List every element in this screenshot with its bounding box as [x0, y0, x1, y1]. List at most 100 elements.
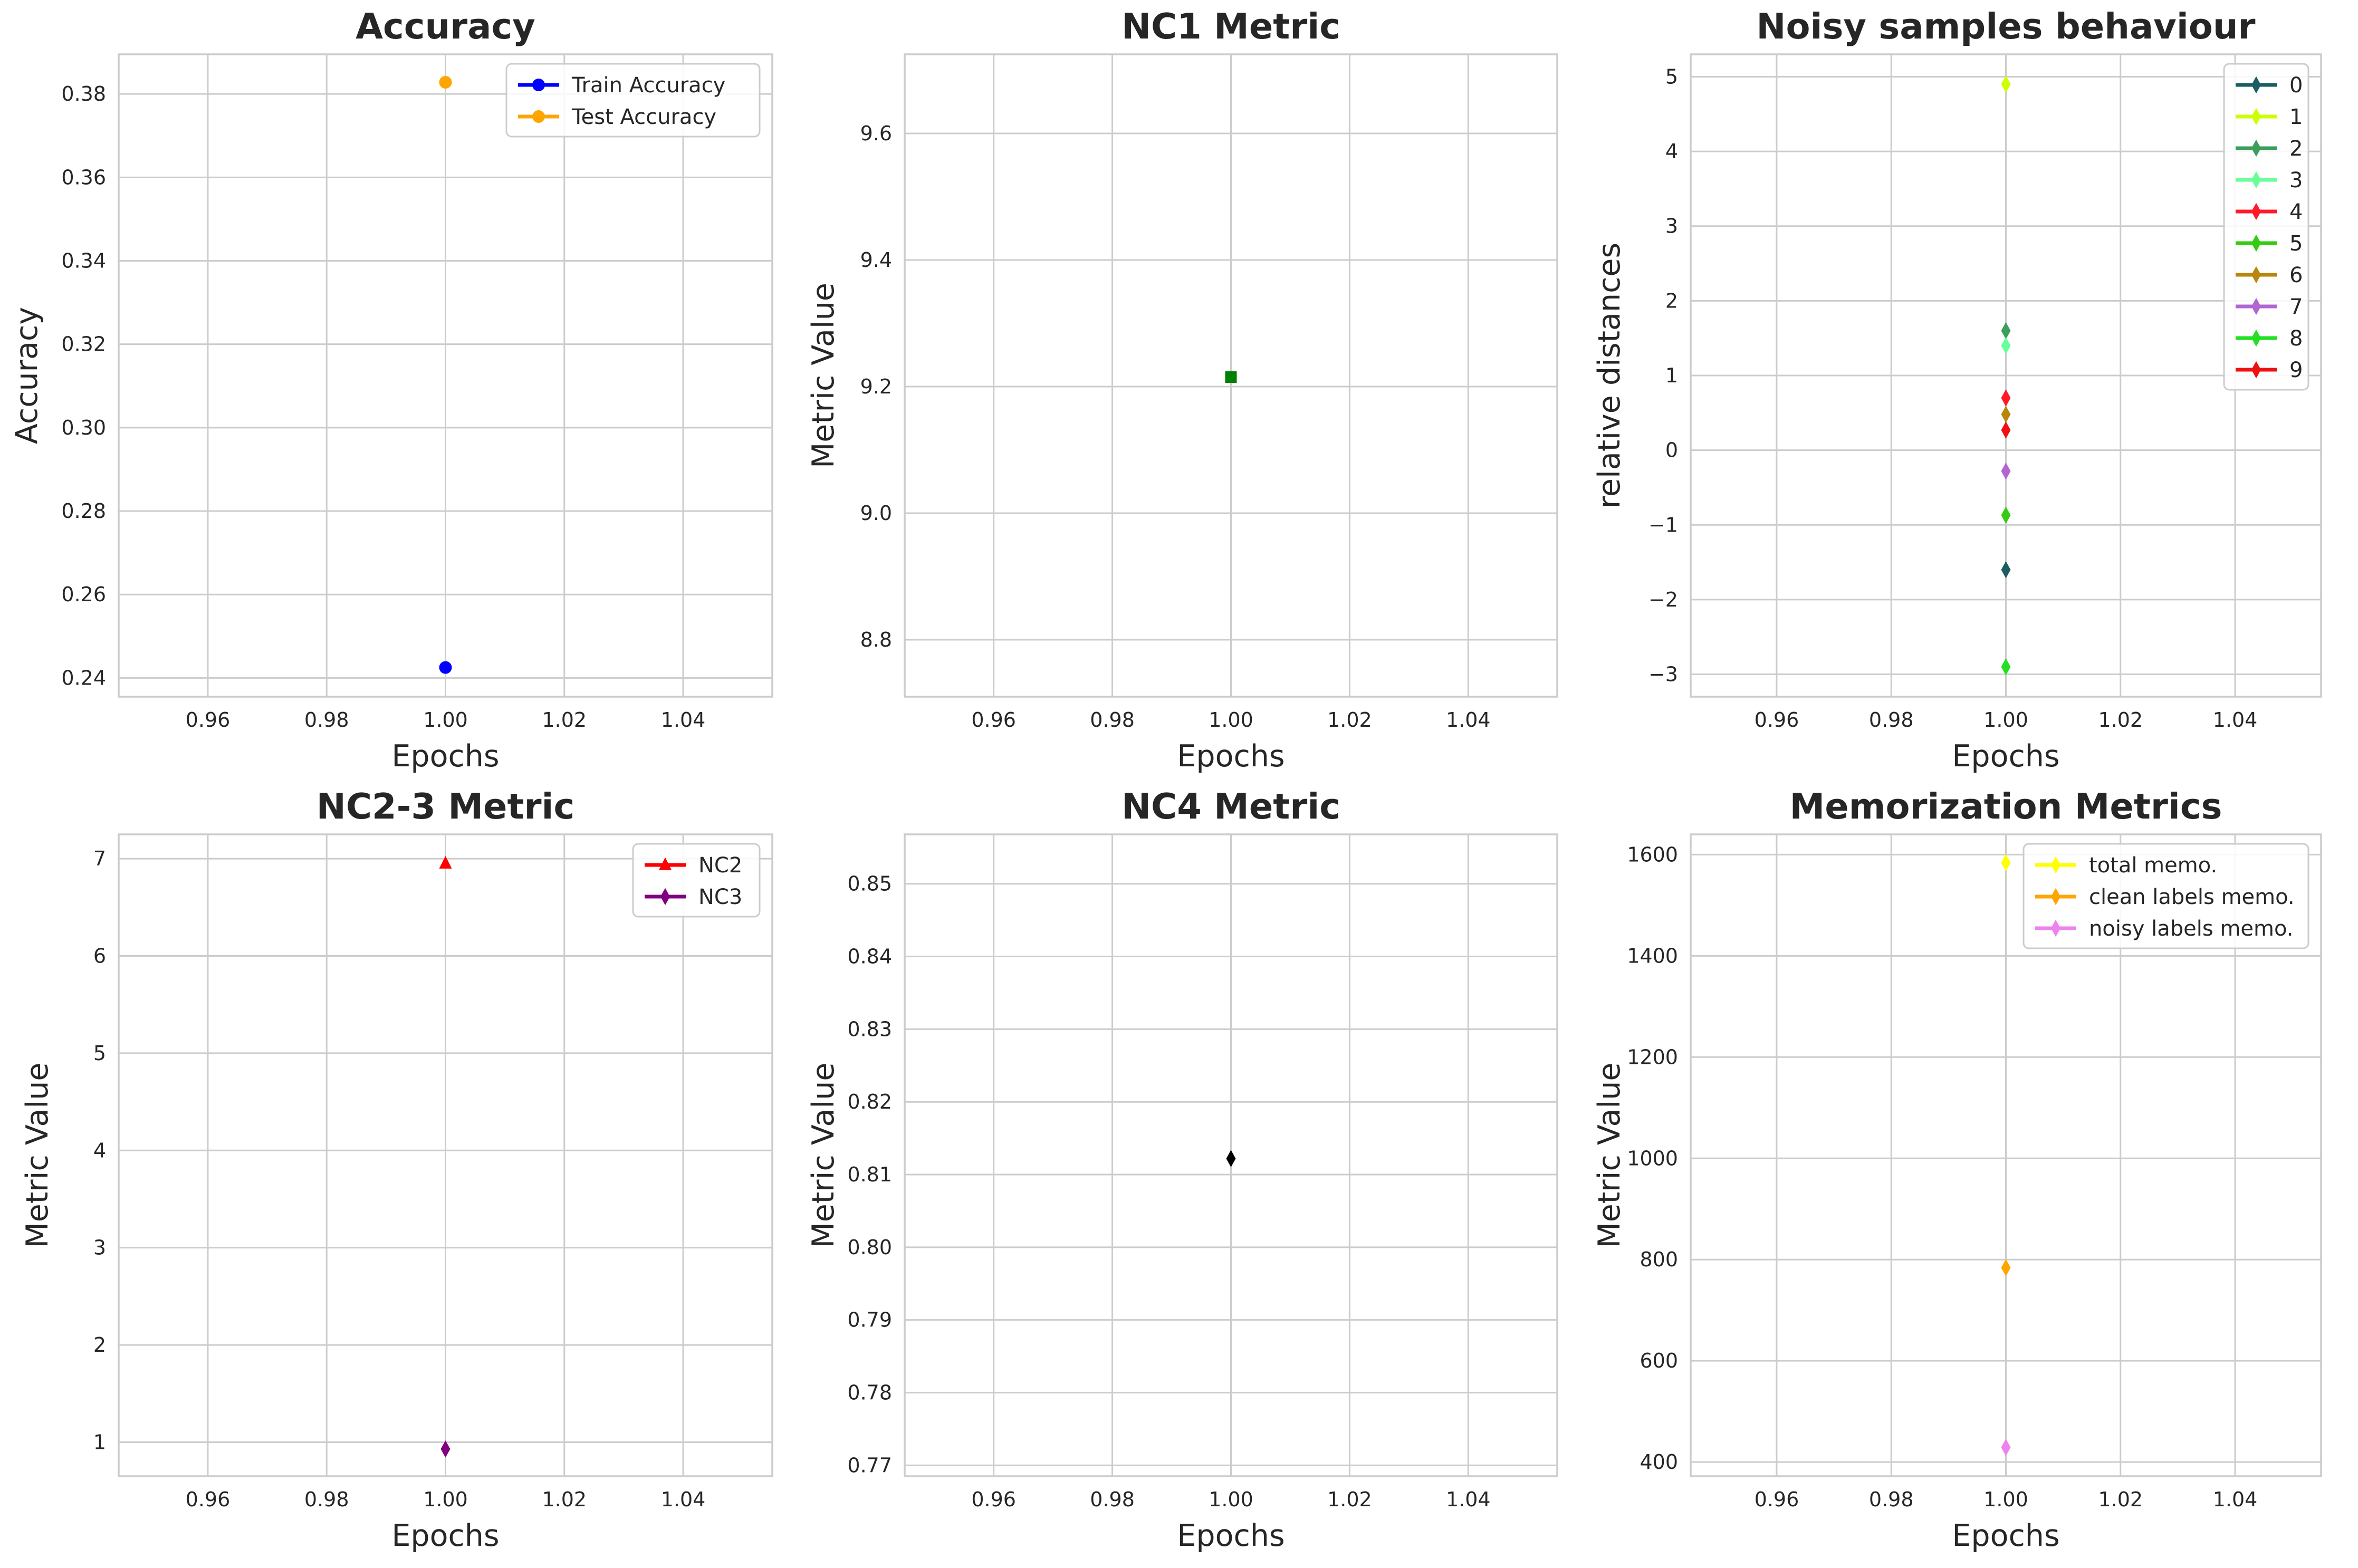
x-tick-label: 1.00: [423, 708, 468, 732]
x-tick-label: 1.00: [1209, 708, 1253, 732]
legend-label: clean labels memo.: [2089, 885, 2295, 909]
data-point: [440, 1440, 450, 1458]
chart-title: Accuracy: [356, 6, 535, 47]
legend-marker: [660, 888, 670, 906]
y-tick-label: 7: [93, 847, 106, 870]
y-tick-label: 3: [93, 1236, 106, 1259]
legend-marker: [2251, 139, 2261, 157]
data-point: [1225, 371, 1237, 383]
data-point: [2001, 389, 2011, 407]
legend-label: 1: [2289, 105, 2303, 129]
legend-label: Test Accuracy: [571, 105, 716, 129]
legend-marker: [2251, 76, 2261, 94]
x-axis-label: Epochs: [1177, 739, 1285, 774]
legend-marker: [532, 110, 545, 123]
legend-label: 6: [2289, 263, 2303, 287]
legend: Train Accuracy Test Accuracy: [505, 63, 761, 138]
legend-marker: [2251, 329, 2261, 347]
y-tick-label: 0.82: [847, 1090, 892, 1113]
x-tick-label: 0.96: [1755, 708, 1799, 732]
data-point: [1226, 1150, 1236, 1167]
y-tick-label: 8.8: [860, 628, 892, 651]
x-tick-label: 0.98: [1090, 708, 1135, 732]
x-tick-label: 1.04: [1446, 708, 1491, 732]
legend-marker: [659, 857, 672, 870]
y-tick-label: 0.85: [847, 872, 892, 896]
x-axis-label: Epochs: [1952, 739, 2059, 774]
legend-marker: [2251, 171, 2261, 189]
data-point: [2001, 854, 2011, 871]
y-tick-label: 2: [93, 1333, 106, 1357]
x-tick-label: 0.96: [971, 708, 1016, 732]
x-tick-label: 1.00: [1983, 1488, 2028, 1511]
y-tick-label: 800: [1640, 1248, 1678, 1271]
legend: total memo. clean labels memo. noisy label…: [2022, 843, 2309, 949]
x-tick-label: 0.98: [304, 708, 349, 732]
data-point: [2001, 561, 2011, 579]
legend-marker: [2251, 297, 2261, 315]
legend-label: NC3: [698, 885, 742, 909]
y-tick-label: 1600: [1627, 843, 1678, 866]
data-point: [2001, 658, 2011, 676]
axes-frame: [1690, 833, 2322, 1477]
y-tick-label: 1400: [1627, 944, 1678, 967]
legend-marker: [2251, 266, 2261, 284]
data-point: [2001, 337, 2011, 354]
legend-label: 3: [2289, 168, 2303, 193]
legend-marker: [532, 79, 545, 91]
legend-label: 2: [2289, 137, 2303, 161]
subplot-3: 0.96 0.98 1.00 1.02 1.04 −3 −2 −1 0 1 2 3 4 5 Noisy sa…: [1592, 6, 2322, 774]
subplot-2: 0.96 0.98 1.00 1.02 1.04 8.8 9.0 9.2 9.4 9.6 NC1 M…: [806, 6, 1558, 774]
x-tick-label: 0.98: [1090, 1488, 1135, 1511]
x-tick-label: 1.00: [1209, 1488, 1253, 1511]
legend-marker: [2251, 361, 2261, 379]
y-tick-label: 0.34: [61, 249, 106, 273]
y-tick-label: 400: [1640, 1450, 1678, 1474]
subplot-4: 0.96 0.98 1.00 1.02 1.04 1 2 3 4 5 6 7 NC2-3 Metric E…: [20, 786, 773, 1553]
data-point: [439, 661, 452, 674]
y-tick-label: 0.81: [847, 1163, 892, 1186]
legend-label: 0: [2289, 73, 2303, 98]
y-tick-label: 5: [93, 1042, 106, 1065]
chart-title: NC1 Metric: [1122, 6, 1340, 47]
x-tick-label: 1.04: [661, 708, 706, 732]
data-point: [2001, 1439, 2011, 1456]
y-tick-label: −2: [1648, 588, 1678, 611]
y-tick-label: 3: [1665, 215, 1678, 238]
x-axis-label: Epochs: [1177, 1518, 1285, 1553]
y-axis-label: Metric Value: [20, 1063, 55, 1248]
data-point: [2001, 322, 2011, 340]
legend-label: 4: [2289, 200, 2303, 224]
data-point: [2001, 506, 2011, 524]
y-tick-label: 6: [93, 944, 106, 967]
x-tick-label: 0.96: [186, 708, 231, 732]
legend-label: total memo.: [2089, 853, 2217, 878]
legend-box: [505, 63, 761, 138]
data-point: [2001, 1259, 2011, 1276]
y-tick-label: 0.38: [61, 82, 106, 105]
y-tick-label: −1: [1648, 513, 1678, 536]
y-tick-label: 0.78: [847, 1381, 892, 1405]
y-tick-label: 5: [1665, 65, 1678, 88]
x-tick-label: 0.96: [971, 1488, 1016, 1511]
y-tick-label: 9.2: [860, 375, 892, 398]
y-axis-label: Metric Value: [806, 1063, 841, 1248]
x-tick-label: 1.04: [2213, 708, 2258, 732]
y-tick-label: 4: [1665, 140, 1678, 163]
x-axis-label: Epochs: [391, 739, 499, 774]
y-tick-label: 0: [1665, 439, 1678, 462]
legend: 0 1 2 3 4 5 6 7 8 9: [2223, 63, 2309, 391]
x-tick-label: 0.98: [1869, 1488, 1914, 1511]
legend-marker: [2251, 203, 2261, 220]
y-tick-label: 0.30: [61, 416, 106, 439]
x-tick-label: 0.98: [304, 1488, 349, 1511]
y-tick-label: 1200: [1627, 1045, 1678, 1069]
axes-frame: [118, 53, 773, 698]
x-tick-label: 1.02: [2098, 1488, 2143, 1511]
y-tick-label: 1: [93, 1430, 106, 1454]
x-tick-label: 1.02: [1327, 1488, 1372, 1511]
data-point: [2001, 75, 2011, 93]
y-tick-label: 9.0: [860, 502, 892, 525]
